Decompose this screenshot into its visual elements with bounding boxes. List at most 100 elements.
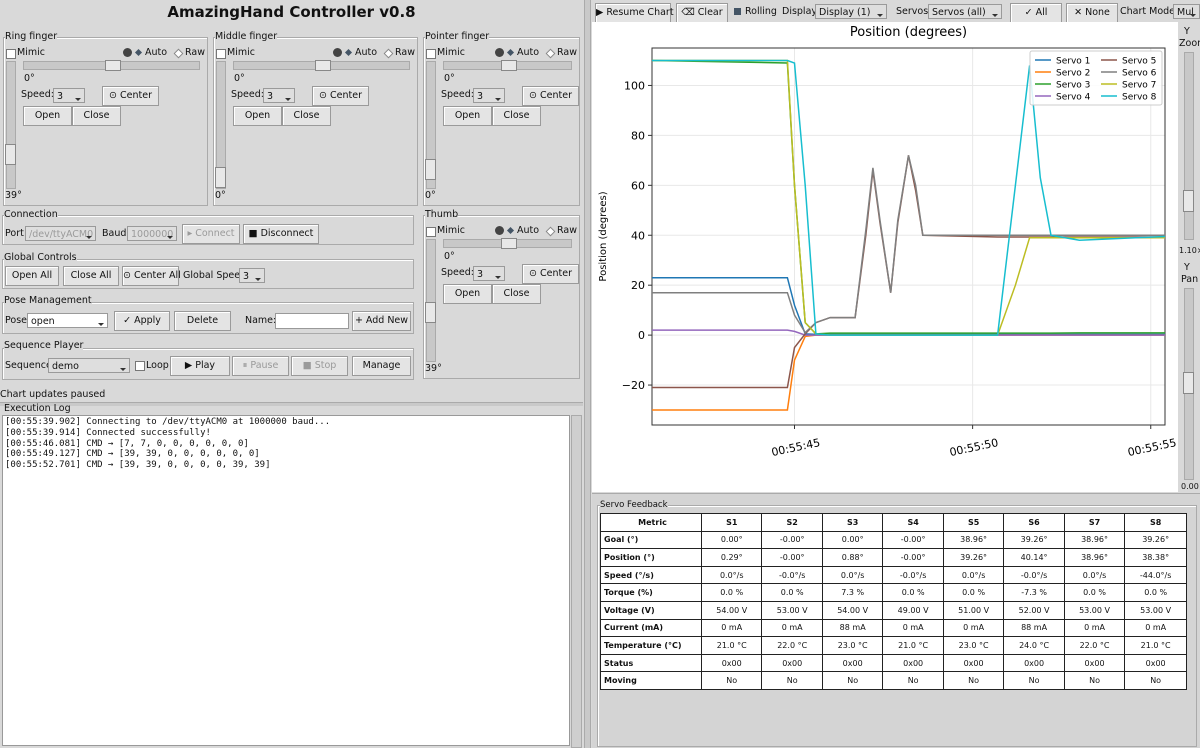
play-button[interactable]: ▶ Play [170,356,230,376]
vertical-thumb[interactable] [215,167,226,188]
close-button[interactable]: Close [492,284,541,304]
close-button[interactable]: Close [72,106,121,126]
label: Mimic [17,47,45,58]
log-text[interactable]: [00:55:39.902] Connecting to /dev/ttyACM… [2,415,570,746]
connect-button: ▸ Connect [182,224,240,244]
label: Rolling [745,6,777,17]
y-tick-label: 0 [638,329,645,342]
label: Raw [557,47,577,58]
feedback-table: Metric S1 S2 S3 S4 S5 S6 S7 S8 Goal (°) 0.00° -0.00… [600,513,1187,690]
angle-thumb[interactable] [500,238,517,249]
clear-button[interactable]: ⌫ Clear [676,3,728,23]
label: Mimic [227,47,255,58]
label: Mimic [437,225,465,236]
mimic-checkbox[interactable] [426,227,436,237]
label: Auto [145,47,168,58]
table-cell: 53.00 V [761,600,823,620]
table-cell: Speed (°/s) [600,565,702,585]
frame-title: Thumb [425,209,459,221]
vertical-slider[interactable] [426,61,436,189]
center-button[interactable]: ⊙ Center [102,86,159,106]
table-cell: 24.0 °C [1003,636,1065,655]
angle-thumb[interactable] [104,60,121,71]
angle-thumb[interactable] [314,60,331,71]
vertical-thumb[interactable] [425,158,436,180]
pose-combo[interactable]: open [27,313,108,328]
open-button[interactable]: Open [443,284,492,304]
apply-button[interactable]: ✓ Apply [114,311,170,331]
none-button[interactable]: ✕ None [1066,3,1118,23]
mimic-checkbox[interactable] [216,49,226,59]
open-button[interactable]: Open [233,106,282,126]
radio-dot[interactable] [495,226,504,235]
header-cell: S5 [942,513,1005,532]
manage-button[interactable]: Manage [352,356,411,376]
resume-button[interactable]: ▶ Resume Chart [595,3,674,23]
vertical-slider[interactable] [216,61,226,189]
loop-checkbox[interactable] [135,361,145,371]
label: Auto [355,47,378,58]
table-cell: 21.0 °C [700,636,763,655]
table-cell: No [821,671,884,690]
table-cell: No [1124,671,1187,690]
add-button[interactable]: + Add New [352,311,411,331]
button-text: Manage [362,360,401,371]
close-button[interactable]: Close [492,106,541,126]
speed-combo[interactable]: 3 [473,266,505,281]
connection-frame [2,215,414,245]
all-button[interactable]: ✓ All [1010,3,1062,23]
open-all-button[interactable]: Open All [5,266,59,286]
mimic-checkbox[interactable] [6,49,16,59]
delete-button[interactable]: Delete [174,311,231,331]
center-all-button[interactable]: ⊙ Center All [122,266,181,286]
pane-divider[interactable] [584,0,591,748]
table-cell: 39.26° [942,548,1005,567]
button-text: Open All [11,270,53,281]
mode-combo[interactable]: Mul [1173,4,1200,19]
name-entry[interactable] [275,313,349,329]
display-combo[interactable]: Display (1) [815,4,887,19]
table-cell: 0 mA [882,618,944,638]
legend-box [1029,50,1163,106]
pan-thumb[interactable] [1183,372,1194,394]
table-row: Speed (°/s) 0.0°/s -0.0°/s 0.0°/s -0.0°/s 0.0… [600,565,1187,585]
close-all-button[interactable]: Close All [63,266,119,286]
disconnect-button[interactable]: ■ Disconnect [243,224,319,244]
servos-combo[interactable]: Servos (all) [928,4,1002,19]
sash[interactable] [0,402,583,406]
center-button[interactable]: ⊙ Center [522,264,579,284]
table-cell: 51.00 V [942,600,1005,620]
radio-dot[interactable] [333,48,342,57]
vertical-slider[interactable] [426,239,436,362]
table-cell: 38.96° [1063,530,1126,550]
rolling-checkbox[interactable] [734,8,741,15]
angle-thumb[interactable] [500,60,517,71]
mimic-checkbox[interactable] [426,49,436,59]
open-button[interactable]: Open [443,106,492,126]
log-line: [00:55:49.127] CMD → [39, 39, 0, 0, 0, 0… [5,449,260,460]
global-speed-combo[interactable]: 3 [239,268,265,283]
vertical-slider[interactable] [6,61,16,189]
angle-value: 0° [444,73,455,84]
radio-dot[interactable] [123,48,132,57]
center-button[interactable]: ⊙ Center [522,86,579,106]
table-cell: 88 mA [1003,618,1065,638]
vertical-thumb[interactable] [425,301,436,323]
scrollbar[interactable] [571,415,582,748]
speed-combo[interactable]: 3 [263,88,295,103]
sequence-combo[interactable]: demo [48,358,130,373]
finger-frame [423,37,580,206]
speed-combo[interactable]: 3 [473,88,505,103]
open-button[interactable]: Open [23,106,72,126]
center-button[interactable]: ⊙ Center [312,86,369,106]
close-button[interactable]: Close [282,106,331,126]
vertical-thumb[interactable] [5,143,16,165]
label: Speed: [441,267,474,278]
speed-combo[interactable]: 3 [53,88,85,103]
radio-dot[interactable] [495,48,504,57]
table-row: Metric S1 S2 S3 S4 S5 S6 S7 S8 [600,513,1187,532]
app-title: AmazingHand Controller v0.8 [167,3,416,21]
zoom-thumb[interactable] [1183,190,1194,212]
label: Raw [395,47,415,58]
zoom-slider[interactable] [1184,52,1194,240]
